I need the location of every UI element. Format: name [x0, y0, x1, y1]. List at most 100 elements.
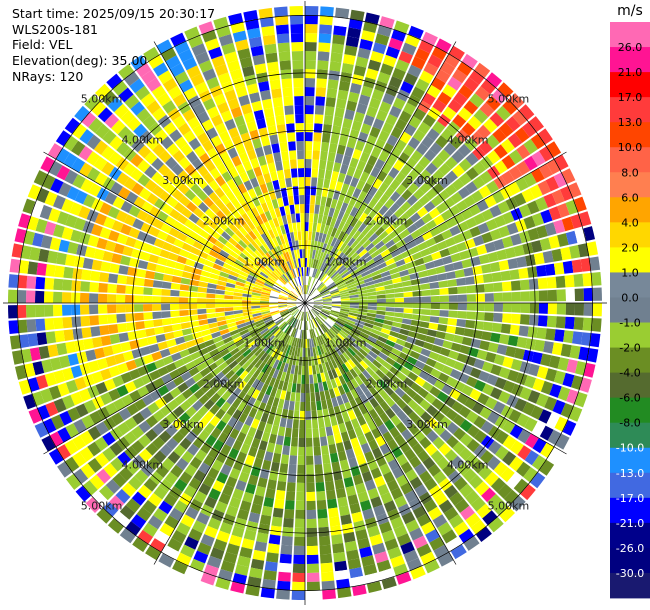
- velocity-gate: [308, 222, 313, 232]
- velocity-gate: [161, 311, 171, 319]
- velocity-gate: [367, 459, 379, 471]
- velocity-gate: [356, 179, 366, 191]
- velocity-gate: [546, 141, 562, 158]
- velocity-gate: [162, 100, 177, 114]
- velocity-gate: [208, 179, 220, 192]
- velocity-gate: [313, 240, 318, 251]
- velocity-gate: [345, 448, 356, 460]
- velocity-gate: [300, 401, 305, 412]
- velocity-gate: [271, 348, 278, 358]
- velocity-gate: [275, 24, 289, 35]
- velocity-gate: [32, 232, 44, 247]
- velocity-gate: [227, 344, 238, 352]
- velocity-gate: [210, 392, 221, 404]
- velocity-gate: [176, 552, 192, 567]
- velocity-gate: [420, 411, 433, 423]
- velocity-gate: [363, 563, 378, 576]
- velocity-gate: [208, 191, 220, 203]
- velocity-gate: [204, 208, 216, 219]
- velocity-gate: [154, 326, 165, 335]
- velocity-gate: [496, 249, 508, 261]
- velocity-gate: [319, 427, 327, 438]
- velocity-gate: [353, 65, 367, 77]
- velocity-gate: [237, 555, 251, 568]
- velocity-gate: [184, 536, 199, 550]
- velocity-gate: [277, 197, 284, 208]
- velocity-gate: [342, 383, 350, 394]
- velocity-gate: [357, 263, 368, 272]
- velocity-gate: [375, 435, 386, 447]
- velocity-gate: [349, 502, 361, 514]
- velocity-gate: [478, 140, 493, 155]
- velocity-gate: [337, 587, 352, 599]
- velocity-gate: [357, 289, 368, 295]
- velocity-gate: [362, 369, 372, 380]
- velocity-gate: [173, 202, 186, 214]
- velocity-gate: [379, 16, 395, 29]
- velocity-gate: [489, 112, 505, 127]
- velocity-gate: [243, 314, 253, 320]
- velocity-gate: [402, 286, 413, 292]
- velocity-gate: [63, 152, 78, 168]
- velocity-gate: [235, 163, 246, 175]
- azimuth-spoke: [304, 302, 567, 455]
- velocity-gate: [15, 364, 27, 380]
- velocity-gate: [158, 500, 173, 515]
- velocity-gate: [292, 355, 297, 366]
- velocity-gate: [379, 463, 391, 476]
- velocity-gate: [331, 534, 343, 545]
- velocity-gate: [226, 278, 237, 285]
- velocity-gate: [291, 250, 296, 260]
- velocity-gate: [213, 93, 227, 106]
- velocity-gate: [293, 249, 298, 259]
- velocity-gate: [305, 383, 310, 393]
- velocity-gate: [298, 428, 305, 439]
- velocity-gate: [553, 262, 565, 275]
- velocity-gate: [124, 417, 138, 430]
- velocity-gate: [189, 279, 200, 287]
- velocity-gate: [231, 155, 242, 167]
- velocity-gate: [296, 132, 304, 142]
- velocity-gate: [181, 271, 192, 279]
- velocity-gate: [295, 213, 301, 223]
- velocity-gate: [211, 114, 224, 127]
- velocity-gate: [283, 436, 291, 447]
- velocity-gate: [70, 365, 83, 379]
- velocity-gate: [233, 459, 244, 471]
- velocity-gate: [398, 212, 410, 223]
- velocity-gate: [273, 416, 281, 427]
- velocity-gate: [204, 525, 218, 539]
- velocity-gate: [307, 590, 321, 600]
- velocity-gate: [478, 254, 490, 265]
- velocity-gate: [502, 451, 517, 466]
- velocity-gate: [17, 290, 27, 303]
- velocity-gate: [190, 351, 201, 361]
- velocity-gate: [386, 134, 399, 147]
- velocity-gate: [313, 304, 323, 308]
- velocity-gate: [240, 267, 251, 275]
- velocity-gate: [334, 479, 345, 490]
- velocity-gate: [397, 533, 412, 546]
- velocity-gate: [237, 342, 247, 351]
- velocity-gate: [219, 151, 231, 163]
- velocity-gate: [231, 208, 241, 220]
- velocity-gate: [222, 513, 236, 526]
- velocity-gate: [9, 335, 21, 350]
- velocity-gate: [449, 368, 462, 380]
- velocity-gate: [353, 325, 363, 332]
- velocity-gate: [249, 567, 263, 579]
- velocity-gate: [501, 170, 515, 185]
- velocity-gate: [152, 280, 163, 288]
- range-ring-label: 5.00km: [81, 93, 123, 106]
- velocity-gate: [418, 270, 429, 278]
- velocity-gate: [193, 550, 209, 564]
- velocity-gate: [271, 516, 283, 527]
- velocity-gate: [298, 177, 305, 187]
- velocity-gate: [499, 122, 514, 138]
- velocity-gate: [445, 156, 458, 170]
- velocity-gate: [199, 152, 211, 165]
- velocity-gate: [367, 309, 377, 314]
- velocity-gate: [36, 332, 48, 346]
- velocity-gate: [271, 271, 280, 279]
- velocity-gate: [458, 405, 472, 419]
